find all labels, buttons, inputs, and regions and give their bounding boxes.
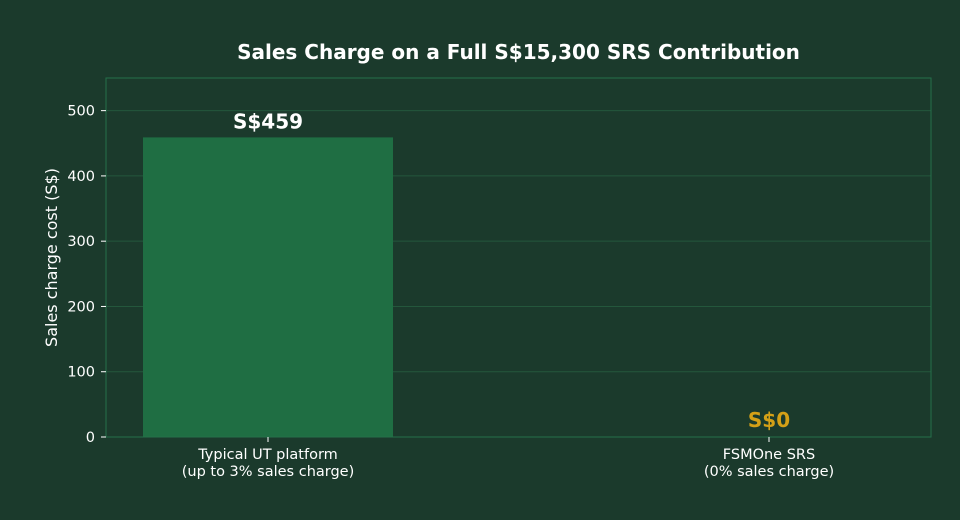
bar-1: [143, 137, 393, 437]
x-tick-label-2-line-2: (0% sales charge): [704, 464, 834, 480]
chart-title: Sales Charge on a Full S$15,300 SRS Cont…: [237, 40, 800, 64]
plot-frame: [105, 77, 932, 438]
value-label-2: S$0: [748, 408, 790, 432]
bars: [143, 137, 393, 437]
axes: 0 100 200 300 400 500 Typical UT platform(up t…: [67, 104, 834, 480]
y-tick-label-500: 500: [67, 104, 95, 120]
value-labels: S$459 S$0: [233, 109, 790, 432]
y-tick-label-100: 100: [67, 365, 95, 381]
y-tick-label-400: 400: [67, 169, 95, 185]
value-label-1: S$459: [233, 109, 303, 133]
x-tick-label-2-line-1: FSMOne SRS: [723, 447, 815, 463]
y-tick-label-200: 200: [67, 299, 95, 315]
x-tick-label-1-line-1: Typical UT platform: [197, 447, 338, 463]
y-tick-label-300: 300: [67, 234, 95, 250]
y-axis-title: Sales charge cost (S$): [42, 168, 61, 347]
y-tick-label-0: 0: [86, 430, 95, 446]
x-tick-label-1-line-2: (up to 3% sales charge): [182, 464, 355, 480]
